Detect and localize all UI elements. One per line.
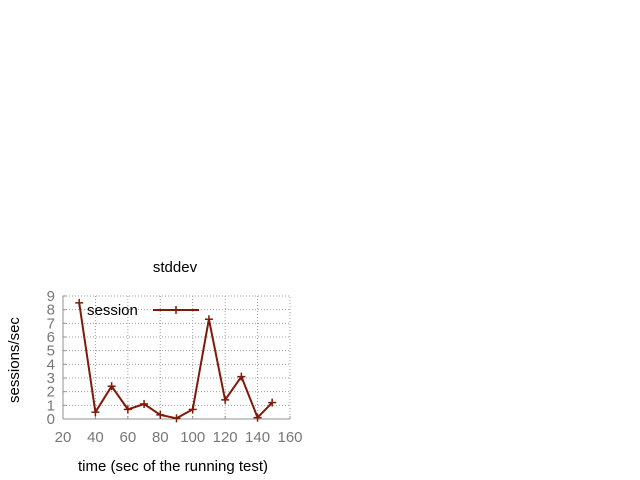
chart-title: stddev xyxy=(153,259,198,276)
x-tick-label: 40 xyxy=(87,429,104,446)
data-point xyxy=(172,414,181,423)
data-point xyxy=(91,408,100,417)
data-point xyxy=(268,398,277,407)
y-tick-label: 9 xyxy=(47,288,55,305)
y-tick-label: 3 xyxy=(47,370,55,387)
legend: session xyxy=(87,302,199,319)
series-line-session xyxy=(78,302,273,420)
x-tick-label: 20 xyxy=(55,429,72,446)
y-tick-label: 2 xyxy=(47,384,55,401)
x-tick-label: 60 xyxy=(120,429,137,446)
data-point xyxy=(221,395,230,404)
plot-frame xyxy=(62,295,291,420)
data-point xyxy=(123,405,132,414)
y-axis-label: sessions/sec xyxy=(6,317,23,403)
data-point xyxy=(75,298,84,307)
y-tick-label: 1 xyxy=(47,397,55,414)
data-point xyxy=(204,315,213,324)
data-point xyxy=(253,413,262,422)
y-tick-label: 5 xyxy=(47,343,55,360)
x-tick-label: 80 xyxy=(152,429,169,446)
y-tick-label: 8 xyxy=(47,302,55,319)
data-point xyxy=(156,410,165,419)
x-tick-label: 140 xyxy=(245,429,270,446)
series-group xyxy=(75,298,277,423)
y-tick-label: 0 xyxy=(47,411,55,428)
legend-label-session: session xyxy=(87,302,138,319)
data-point xyxy=(237,372,246,381)
x-axis-label: time (sec of the running test) xyxy=(78,458,268,475)
y-tick-label: 6 xyxy=(47,329,55,346)
y-tick-label: 4 xyxy=(47,356,55,373)
data-point xyxy=(107,382,116,391)
data-point xyxy=(140,399,149,408)
x-tick-label: 100 xyxy=(180,429,205,446)
y-tick-label: 7 xyxy=(47,315,55,332)
data-point xyxy=(188,405,197,414)
x-tick-label: 160 xyxy=(277,429,302,446)
x-tick-label: 120 xyxy=(213,429,238,446)
